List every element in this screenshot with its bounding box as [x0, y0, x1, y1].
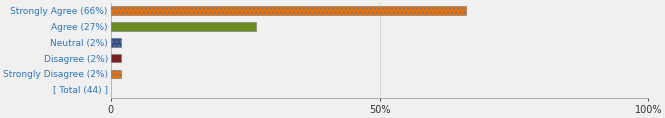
- Bar: [110, 6, 465, 15]
- Bar: [110, 22, 256, 31]
- Bar: [110, 70, 121, 78]
- Bar: [110, 38, 121, 47]
- Bar: [110, 54, 121, 62]
